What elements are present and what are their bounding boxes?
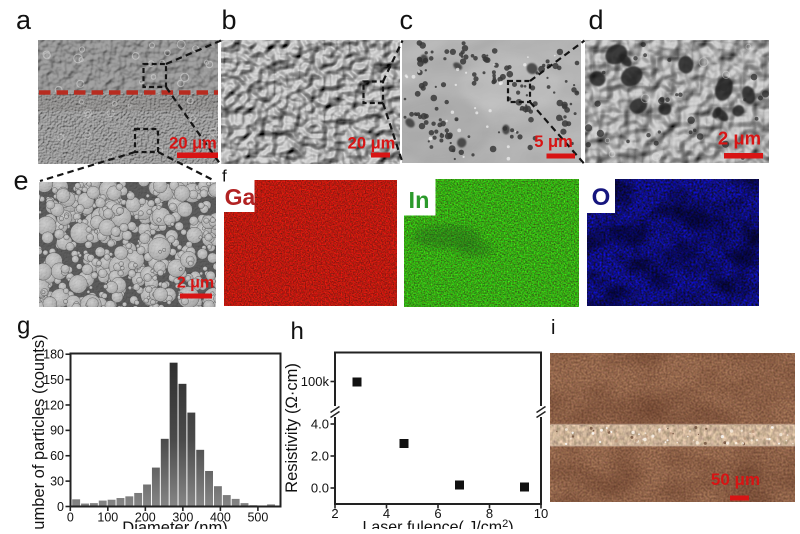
svg-text:400: 400 bbox=[210, 511, 231, 525]
svg-text:d: d bbox=[589, 5, 604, 35]
svg-text:90: 90 bbox=[50, 424, 64, 438]
svg-text:50 μm: 50 μm bbox=[711, 470, 760, 489]
svg-text:g: g bbox=[17, 313, 30, 340]
svg-text:2 μm: 2 μm bbox=[177, 275, 214, 292]
svg-text:4.0: 4.0 bbox=[311, 417, 329, 432]
svg-text:b: b bbox=[222, 5, 237, 35]
svg-text:Laser fulence( J/cm2): Laser fulence( J/cm2) bbox=[362, 518, 513, 529]
svg-text:In: In bbox=[409, 187, 430, 213]
svg-text:150: 150 bbox=[43, 373, 64, 387]
svg-text:Ga: Ga bbox=[225, 184, 256, 210]
svg-text:120: 120 bbox=[43, 398, 64, 412]
svg-text:h: h bbox=[291, 318, 304, 345]
svg-text:0: 0 bbox=[67, 511, 74, 525]
svg-text:O: O bbox=[592, 184, 611, 211]
svg-text:2: 2 bbox=[331, 506, 338, 521]
svg-text:e: e bbox=[14, 166, 29, 196]
svg-text:100: 100 bbox=[97, 511, 118, 525]
svg-text:20 μm: 20 μm bbox=[169, 135, 217, 153]
svg-text:Diameter (nm): Diameter (nm) bbox=[122, 519, 227, 529]
svg-text:i: i bbox=[551, 317, 555, 339]
svg-text:5 μm: 5 μm bbox=[534, 133, 573, 151]
svg-text:60: 60 bbox=[50, 449, 64, 463]
svg-text:300: 300 bbox=[172, 511, 193, 525]
svg-text:a: a bbox=[16, 5, 32, 35]
svg-text:4: 4 bbox=[383, 506, 390, 521]
svg-text:180: 180 bbox=[43, 348, 64, 362]
svg-text:2.0: 2.0 bbox=[311, 449, 329, 464]
svg-text:Resistivity (Ω·cm): Resistivity (Ω·cm) bbox=[283, 363, 301, 493]
svg-text:0: 0 bbox=[57, 500, 64, 514]
svg-text:Number of particles (counts): Number of particles (counts) bbox=[30, 334, 48, 529]
svg-text:200: 200 bbox=[135, 511, 156, 525]
svg-text:100k: 100k bbox=[301, 374, 330, 389]
svg-text:6: 6 bbox=[434, 506, 441, 521]
svg-text:2 μm: 2 μm bbox=[718, 128, 761, 149]
svg-text:f: f bbox=[222, 167, 227, 186]
svg-text:30: 30 bbox=[50, 474, 64, 488]
svg-text:8: 8 bbox=[486, 506, 493, 521]
svg-text:c: c bbox=[400, 5, 414, 35]
svg-text:0.0: 0.0 bbox=[311, 481, 329, 496]
svg-text:20 μm: 20 μm bbox=[348, 135, 396, 153]
svg-text:10: 10 bbox=[534, 506, 548, 521]
svg-text:500: 500 bbox=[247, 511, 268, 525]
